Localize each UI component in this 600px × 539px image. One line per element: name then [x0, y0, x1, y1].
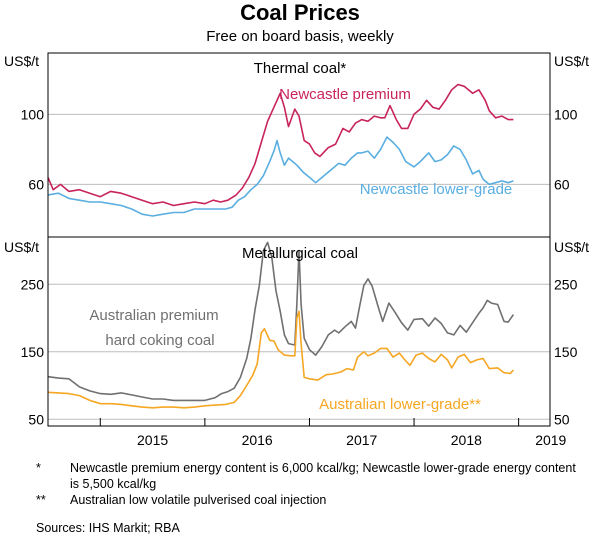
- y-tick-label-right: 250: [554, 276, 578, 292]
- label-newcastle-lower-grade: Newcastle lower-grade: [360, 181, 513, 198]
- series-line-australian-lower-grade: [47, 310, 514, 409]
- x-tick-label: 2019: [535, 432, 566, 448]
- series-line-newcastle-premium: [47, 83, 514, 207]
- label-newcastle-premium: Newcastle premium: [279, 86, 411, 103]
- x-tick-label: 2017: [346, 432, 377, 448]
- y-tick-label-left: 150: [21, 344, 45, 360]
- footnote-text: Newcastle premium energy content is 6,00…: [70, 461, 576, 491]
- x-tick-label: 2018: [451, 432, 482, 448]
- plot-frame: [47, 52, 551, 427]
- footnotes: * Newcastle premium energy content is 6,…: [36, 460, 576, 508]
- y-tick-label-right: 50: [554, 411, 570, 427]
- unit-left-metallurgical: US$/t: [4, 239, 39, 255]
- coal-prices-chart: Coal Prices Free on board basis, weekly …: [4, 0, 589, 448]
- chart-title: Coal Prices: [240, 0, 360, 25]
- y-tick-label-right: 150: [554, 344, 578, 360]
- footnote-mark: **: [36, 493, 46, 507]
- x-tick-label: 2016: [242, 432, 273, 448]
- unit-right-thermal: US$/t: [554, 53, 589, 69]
- label-premium-hard-coking-line2: hard coking coal: [105, 332, 214, 349]
- y-tick-label-right: 60: [554, 176, 570, 192]
- y-tick-label-left: 50: [28, 411, 44, 427]
- footnote-2: ** Australian low volatile pulverised co…: [36, 492, 576, 508]
- footnote-1: * Newcastle premium energy content is 6,…: [36, 460, 576, 492]
- label-australian-lower-grade: Australian lower-grade**: [319, 396, 481, 413]
- panel-title-metallurgical: Metallurgical coal: [242, 245, 358, 262]
- y-tick-label-left: 250: [21, 276, 45, 292]
- panel-title-thermal: Thermal coal*: [254, 60, 347, 77]
- footnote-text: Australian low volatile pulverised coal …: [70, 493, 327, 507]
- series-line-newcastle-lower-grade: [47, 136, 514, 217]
- footnote-mark: *: [36, 461, 41, 475]
- label-premium-hard-coking-line1: Australian premium: [89, 307, 218, 324]
- unit-left-thermal: US$/t: [4, 53, 39, 69]
- y-tick-label-left: 100: [21, 106, 45, 122]
- y-tick-label-right: 100: [554, 106, 578, 122]
- unit-right-metallurgical: US$/t: [554, 239, 589, 255]
- x-tick-label: 2015: [137, 432, 168, 448]
- series-line-australian-premium-hard-coking-coal: [47, 241, 515, 402]
- chart-subtitle: Free on board basis, weekly: [206, 28, 394, 45]
- sources: Sources: IHS Markit; RBA: [36, 521, 180, 535]
- y-tick-label-left: 60: [28, 176, 44, 192]
